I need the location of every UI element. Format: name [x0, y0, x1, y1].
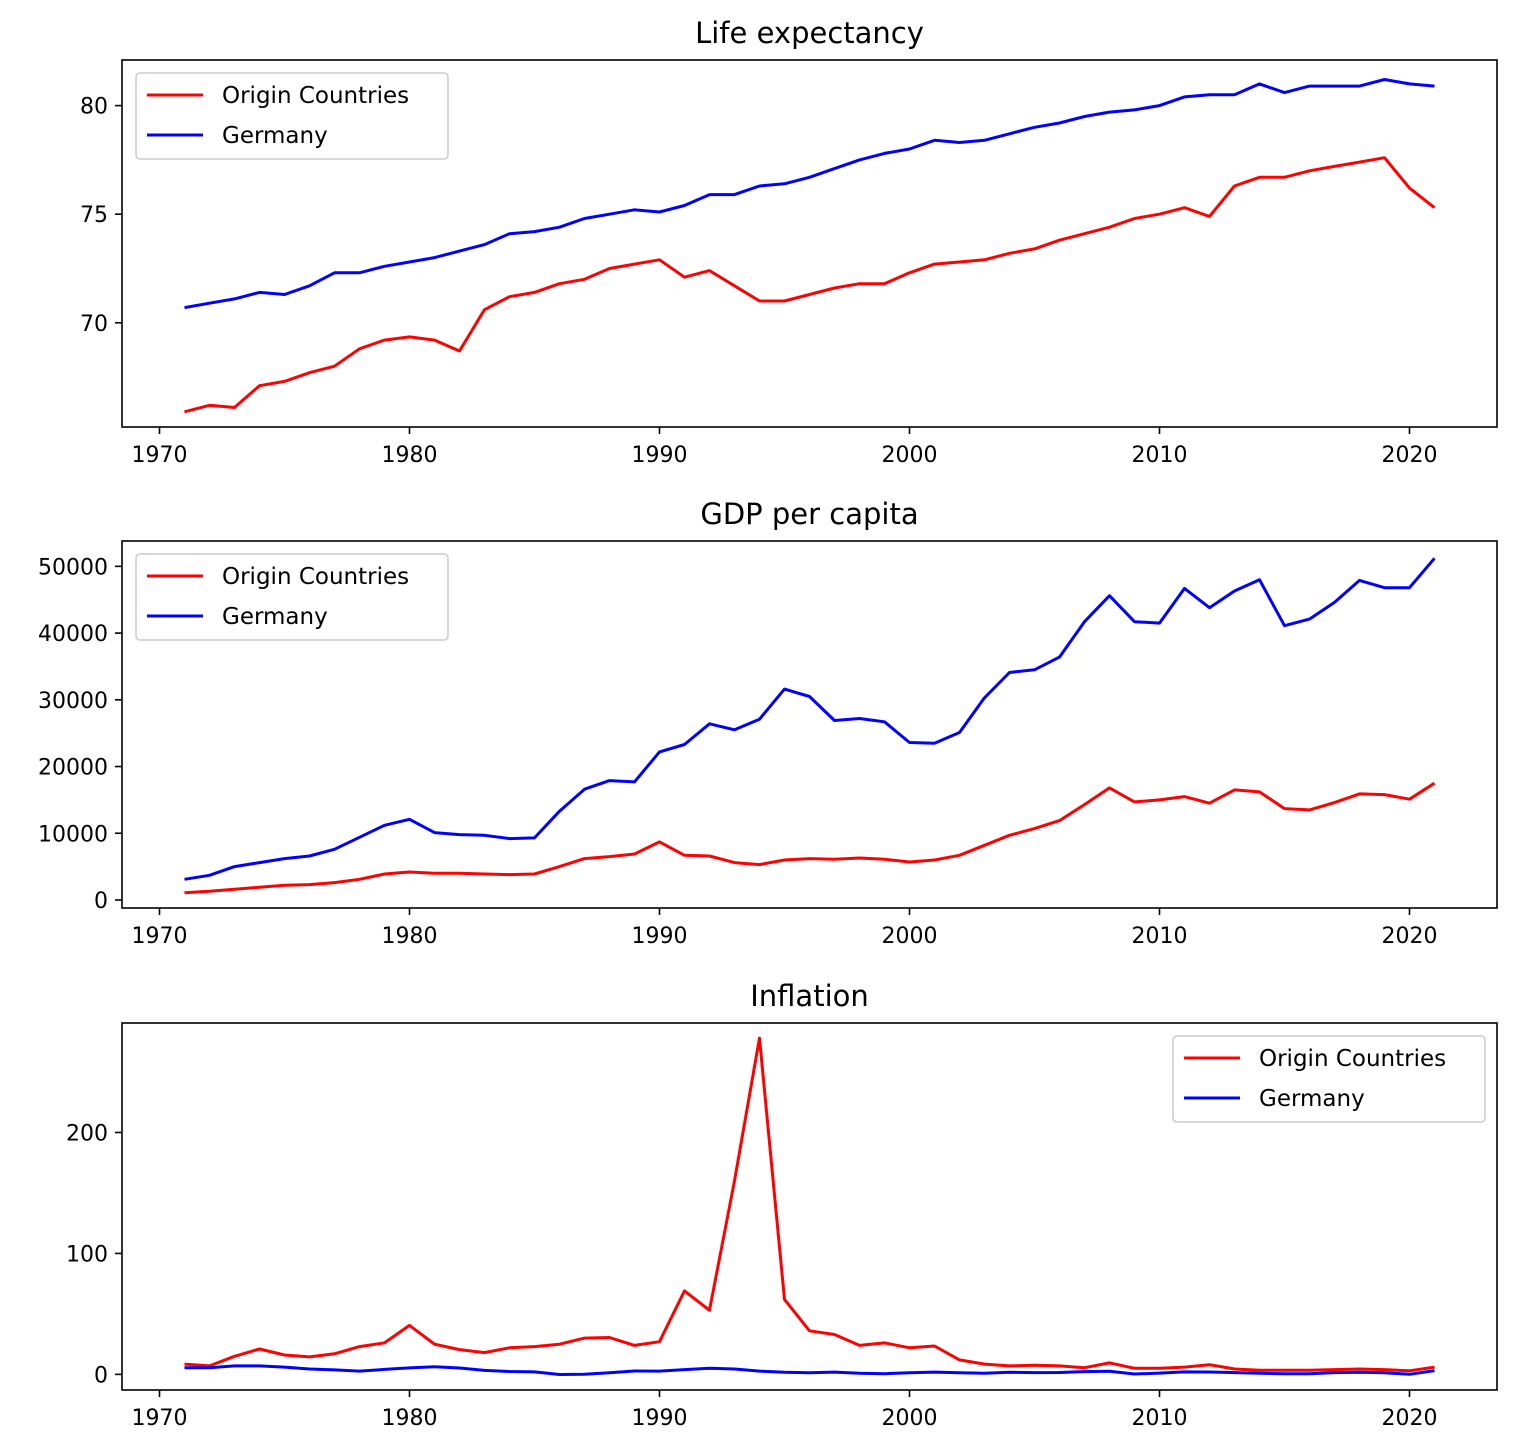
series-group — [184, 1036, 1435, 1376]
chart-life-expectancy: Life expectancy 1970 1980 1990 2000 2010 2020 7… — [80, 16, 1498, 468]
y-tick-label: 50000 — [38, 555, 108, 580]
legend-label: Origin Countries — [222, 83, 409, 109]
legend: Origin Countries Germany — [135, 553, 449, 641]
chart-title: Inflation — [750, 979, 869, 1013]
series-line-origin-countries — [184, 781, 1436, 895]
series-line-origin-countries — [184, 156, 1436, 414]
series-line-germany — [184, 78, 1435, 310]
y-tick-label: 30000 — [38, 689, 108, 714]
x-tick-label: 1980 — [382, 443, 438, 468]
x-tick-label: 1980 — [382, 1406, 438, 1431]
y-tick-label: 0 — [94, 889, 108, 914]
x-tick-label: 2010 — [1132, 1406, 1188, 1431]
y-tick-label: 75 — [80, 203, 108, 228]
y-tick-label: 20000 — [38, 756, 108, 781]
legend-box — [135, 72, 449, 160]
y-tick-label: 10000 — [38, 822, 108, 847]
x-tick-label: 1970 — [132, 924, 188, 949]
y-tick-label: 100 — [66, 1242, 108, 1267]
x-tick-label: 2010 — [1132, 443, 1188, 468]
legend: Origin Countries Germany — [1172, 1035, 1486, 1123]
legend-box — [135, 553, 449, 641]
axes-frame — [121, 1022, 1498, 1391]
legend-label: Germany — [222, 123, 328, 149]
series-line-germany — [184, 557, 1436, 881]
y-tick-label: 40000 — [38, 622, 108, 647]
chart-title: Life expectancy — [695, 16, 924, 50]
x-tick-label: 1980 — [382, 924, 438, 949]
series-line-origin-countries — [184, 1036, 1435, 1373]
x-tick-label: 1990 — [632, 1406, 688, 1431]
legend-label: Origin Countries — [222, 564, 409, 590]
x-tick-label: 2020 — [1382, 1406, 1438, 1431]
chart-title: GDP per capita — [700, 497, 918, 531]
y-tick-label: 80 — [80, 95, 108, 120]
x-tick-label: 1990 — [632, 443, 688, 468]
x-tick-label: 1970 — [132, 1406, 188, 1431]
series-line-germany — [184, 1364, 1435, 1376]
x-tick-label: 2010 — [1132, 924, 1188, 949]
series-group — [184, 78, 1436, 414]
x-tick-label: 2000 — [882, 924, 938, 949]
axes-frame — [121, 540, 1498, 909]
legend-label: Origin Countries — [1259, 1046, 1446, 1072]
series-group — [184, 557, 1436, 895]
chart-inflation: Inflation 1970 1980 1990 2000 2010 2020 0 100 200… — [66, 979, 1498, 1431]
chart-gdp-per-capita: GDP per capita 1970 1980 1990 2000 2010 2020 0 1… — [38, 497, 1498, 949]
x-tick-label: 1970 — [132, 443, 188, 468]
y-tick-label: 0 — [94, 1363, 108, 1388]
legend-label: Germany — [222, 604, 328, 630]
x-tick-label: 2000 — [882, 1406, 938, 1431]
x-tick-label: 2000 — [882, 443, 938, 468]
y-tick-label: 200 — [66, 1121, 108, 1146]
axes-frame — [121, 59, 1498, 428]
x-tick-label: 2020 — [1382, 443, 1438, 468]
legend: Origin Countries Germany — [135, 72, 449, 160]
legend-label: Germany — [1259, 1086, 1365, 1112]
x-tick-label: 2020 — [1382, 924, 1438, 949]
x-tick-label: 1990 — [632, 924, 688, 949]
y-tick-label: 70 — [80, 312, 108, 337]
legend-box — [1172, 1035, 1486, 1123]
